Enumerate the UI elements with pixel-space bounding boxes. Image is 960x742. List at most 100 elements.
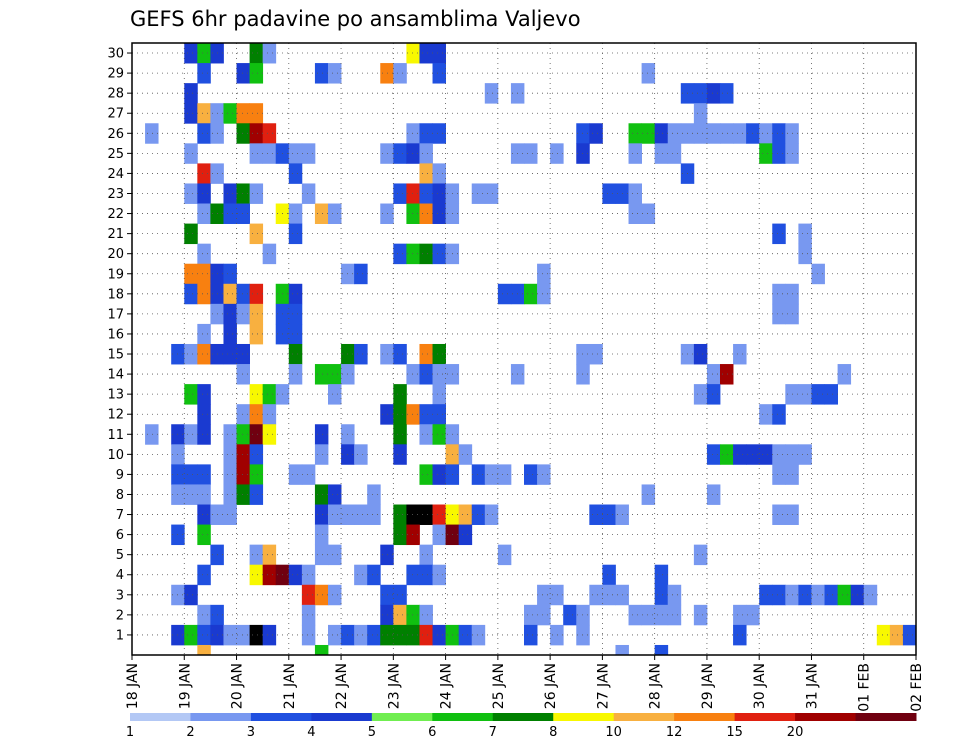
y-tick-label: 9	[116, 468, 124, 483]
heatmap-cell	[249, 103, 264, 124]
heatmap-cell	[367, 564, 381, 586]
heatmap-cell	[197, 484, 211, 505]
heatmap-cell	[197, 163, 211, 184]
heatmap-cell	[236, 63, 250, 84]
heatmap-cell	[693, 103, 708, 124]
heatmap-cell	[458, 524, 473, 546]
heatmap-cell	[641, 123, 656, 144]
heatmap-cell	[249, 223, 264, 245]
heatmap-cell	[406, 504, 420, 525]
heatmap-cell	[811, 263, 825, 285]
x-tick-label: 23 JAN	[386, 663, 402, 709]
y-tick-label: 2	[116, 608, 124, 623]
heatmap-cell	[314, 504, 329, 525]
y-tick-label: 16	[107, 327, 124, 342]
heatmap-cell	[249, 123, 264, 144]
heatmap-cell	[772, 223, 786, 245]
heatmap-cell	[393, 63, 407, 84]
heatmap-cell	[249, 323, 264, 345]
heatmap-cell	[393, 624, 407, 646]
heatmap-cell	[184, 384, 198, 405]
heatmap-cell	[184, 263, 198, 285]
heatmap-cell	[720, 83, 734, 104]
heatmap-cell	[628, 143, 642, 164]
heatmap-cell	[811, 584, 825, 606]
heatmap-cell	[484, 464, 499, 485]
heatmap-cell	[197, 323, 211, 345]
heatmap-cells	[145, 43, 917, 656]
heatmap-cell	[184, 343, 198, 365]
y-tick-label: 19	[107, 267, 124, 282]
x-tick-label: 30 JAN	[752, 663, 768, 709]
heatmap-cell	[223, 504, 237, 525]
heatmap-cell	[393, 504, 407, 525]
heatmap-cell	[197, 384, 211, 405]
heatmap-cell	[537, 263, 551, 285]
heatmap-cell	[393, 243, 407, 265]
heatmap-cell	[419, 504, 433, 525]
heatmap-cell	[798, 444, 812, 465]
y-tick-label: 1	[116, 628, 124, 643]
heatmap-cell	[772, 584, 786, 606]
heatmap-cell	[654, 644, 669, 656]
heatmap-cell	[693, 544, 708, 566]
heatmap-cell	[393, 444, 407, 465]
heatmap-cell	[889, 624, 904, 646]
heatmap-cell	[223, 263, 237, 285]
heatmap-cell	[393, 424, 407, 445]
heatmap-cell	[393, 524, 407, 546]
heatmap-cell	[406, 203, 420, 224]
colorbar: 1 2 3 4 5 6 7 8 10 12 15 20	[126, 713, 917, 740]
heatmap-cell	[249, 464, 264, 485]
heatmap-cell	[197, 263, 211, 285]
y-tick-label: 10	[107, 448, 124, 463]
heatmap-cell	[837, 584, 852, 606]
heatmap-cell	[772, 504, 786, 525]
heatmap-cell	[589, 343, 603, 365]
heatmap-cell	[223, 343, 237, 365]
y-tick-label: 14	[107, 368, 124, 383]
y-tick-label: 28	[107, 87, 124, 102]
heatmap-cell	[641, 63, 656, 84]
colorbar-label: 2	[186, 725, 194, 740]
heatmap-cell	[223, 424, 237, 445]
heatmap-cell	[328, 544, 342, 566]
colorbar-label: 4	[307, 725, 315, 740]
colorbar-swatch	[190, 713, 252, 721]
heatmap-cell	[759, 404, 773, 425]
heatmap-cell	[484, 504, 499, 525]
heatmap-cell	[393, 604, 407, 626]
heatmap-cell	[772, 123, 786, 144]
x-tick-label: 28 JAN	[648, 663, 664, 709]
heatmap-cell	[184, 43, 198, 64]
heatmap-cell	[458, 444, 473, 465]
heatmap-cell	[223, 283, 237, 305]
heatmap-cell	[772, 283, 786, 305]
heatmap-cell	[576, 624, 590, 646]
heatmap-cell	[759, 123, 773, 144]
heatmap-cell	[262, 43, 277, 64]
y-tick-label: 8	[116, 488, 124, 503]
heatmap-cell	[602, 504, 616, 525]
y-tick-label: 18	[107, 287, 124, 302]
plot-frame	[131, 42, 917, 656]
heatmap-cell	[393, 384, 407, 405]
heatmap-cell	[419, 404, 433, 425]
heatmap-cell	[720, 123, 734, 144]
heatmap-cell	[393, 143, 407, 164]
heatmap-cell	[301, 624, 316, 646]
heatmap-cell	[197, 203, 211, 224]
heatmap-cell	[432, 384, 446, 405]
heatmap-cell	[576, 343, 590, 365]
heatmap-cell	[249, 63, 264, 84]
heatmap-cell	[497, 464, 512, 485]
heatmap-cell	[249, 183, 264, 204]
heatmap-cell	[249, 444, 264, 465]
heatmap-cell	[236, 624, 250, 646]
heatmap-cell	[497, 544, 512, 566]
x-tick-label: 29 JAN	[700, 663, 716, 709]
heatmap-cell	[406, 123, 420, 144]
heatmap-cell	[367, 504, 381, 525]
y-tick-label: 4	[116, 568, 124, 583]
y-tick-label: 5	[116, 548, 124, 563]
